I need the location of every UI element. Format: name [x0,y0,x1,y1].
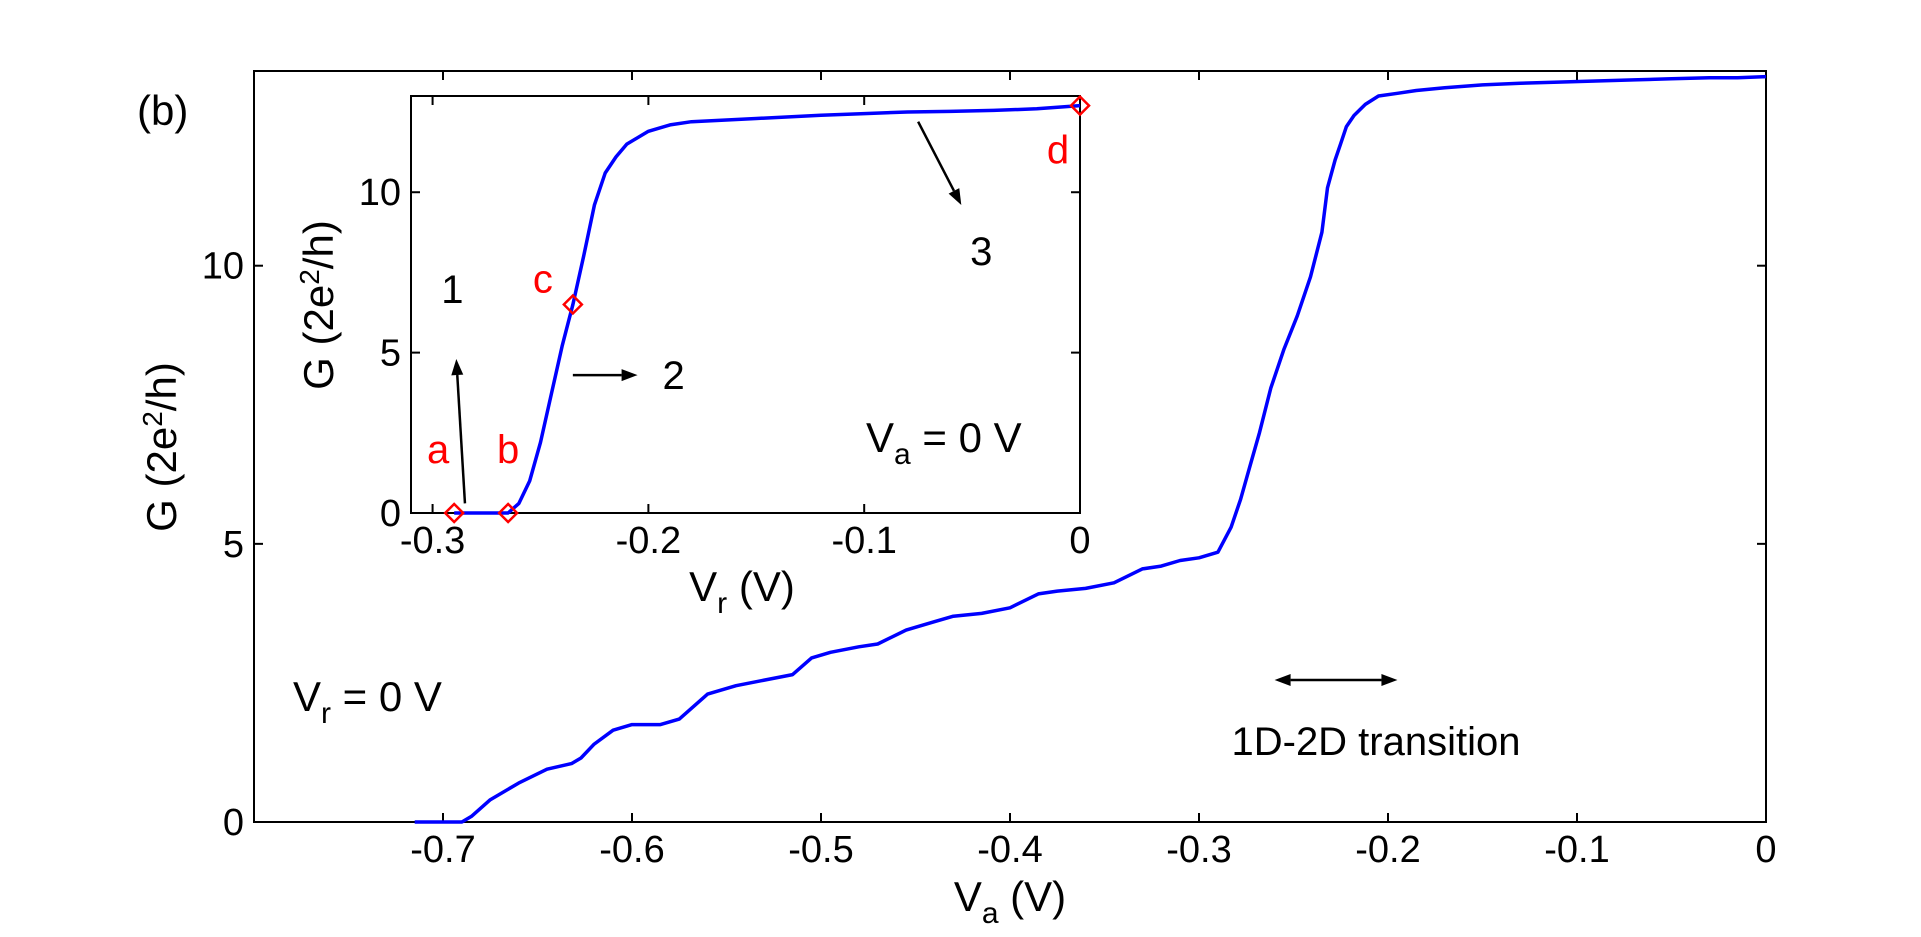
inset-series-line [454,103,1081,515]
main-xtick-label: 0 [1755,829,1776,871]
inset-arrow-1 [451,359,467,504]
main-xtick-label: -0.7 [410,829,475,871]
inset-y-axis-label: G (2e2/h) [294,220,342,390]
inset-marker-a [443,502,465,524]
inset-arrow-label-2: 2 [662,354,684,398]
inset-arrow-label-3: 3 [970,230,992,274]
inset-arrow-2 [572,369,638,382]
arrow-head [451,359,464,376]
main-x-axis-label: Va (V) [954,873,1066,930]
panel-label: (b) [137,87,188,134]
inset-xtick-label: -0.1 [831,520,896,562]
inset-ytick-label: 10 [359,172,401,214]
inset-marker-b [497,502,519,524]
inset-condition-label: Va = 0 V [866,414,1022,471]
main-xtick-label: -0.4 [977,829,1042,871]
transition-arrow [1274,674,1398,686]
inset-marker-label-c: c [533,258,553,302]
inset-arrow-label-1: 1 [441,268,463,312]
inset-ytick-label: 0 [380,493,401,535]
main-ytick-label: 5 [223,524,244,566]
main-ytick-label: 0 [223,802,244,844]
inset-chart: -0.3 -0.2 -0.1 0 0 5 10 Vr (V) G (2e2/h) Va = 0 V… [294,94,1091,620]
main-xtick-label: -0.2 [1355,829,1420,871]
main-xtick-label: -0.3 [1166,829,1231,871]
main-ytick-label: 10 [202,246,244,288]
arrow-head [621,369,638,382]
inset-ytick-label: 5 [380,333,401,375]
inset-x-axis-label: Vr (V) [689,563,795,620]
main-series-line [414,74,1767,824]
arrow-head-right [1381,674,1398,686]
inset-marker-label-d: d [1047,129,1069,173]
arrow-shaft [917,121,956,192]
arrow-head [948,188,962,206]
inset-xtick-label: 0 [1069,520,1090,562]
main-xtick-label: -0.6 [599,829,664,871]
main-xtick-label: -0.5 [788,829,853,871]
main-condition-label: Vr = 0 V [293,673,442,730]
inset-marker-d [1069,94,1091,117]
inset-marker-label-a: a [427,428,450,472]
inset-marker-label-b: b [497,428,519,472]
inset-arrow-3 [917,121,962,206]
main-xtick-label: -0.1 [1544,829,1609,871]
main-y-axis-label: G (2e2/h) [137,362,185,532]
arrow-shaft [456,374,467,504]
inset-marker-c [562,293,584,316]
transition-label: 1D-2D transition [1231,720,1520,764]
inset-xtick-label: -0.2 [616,520,681,562]
inset-xtick-label: -0.3 [400,520,465,562]
arrow-head-left [1274,674,1291,686]
inset-plot-frame [410,95,1081,514]
